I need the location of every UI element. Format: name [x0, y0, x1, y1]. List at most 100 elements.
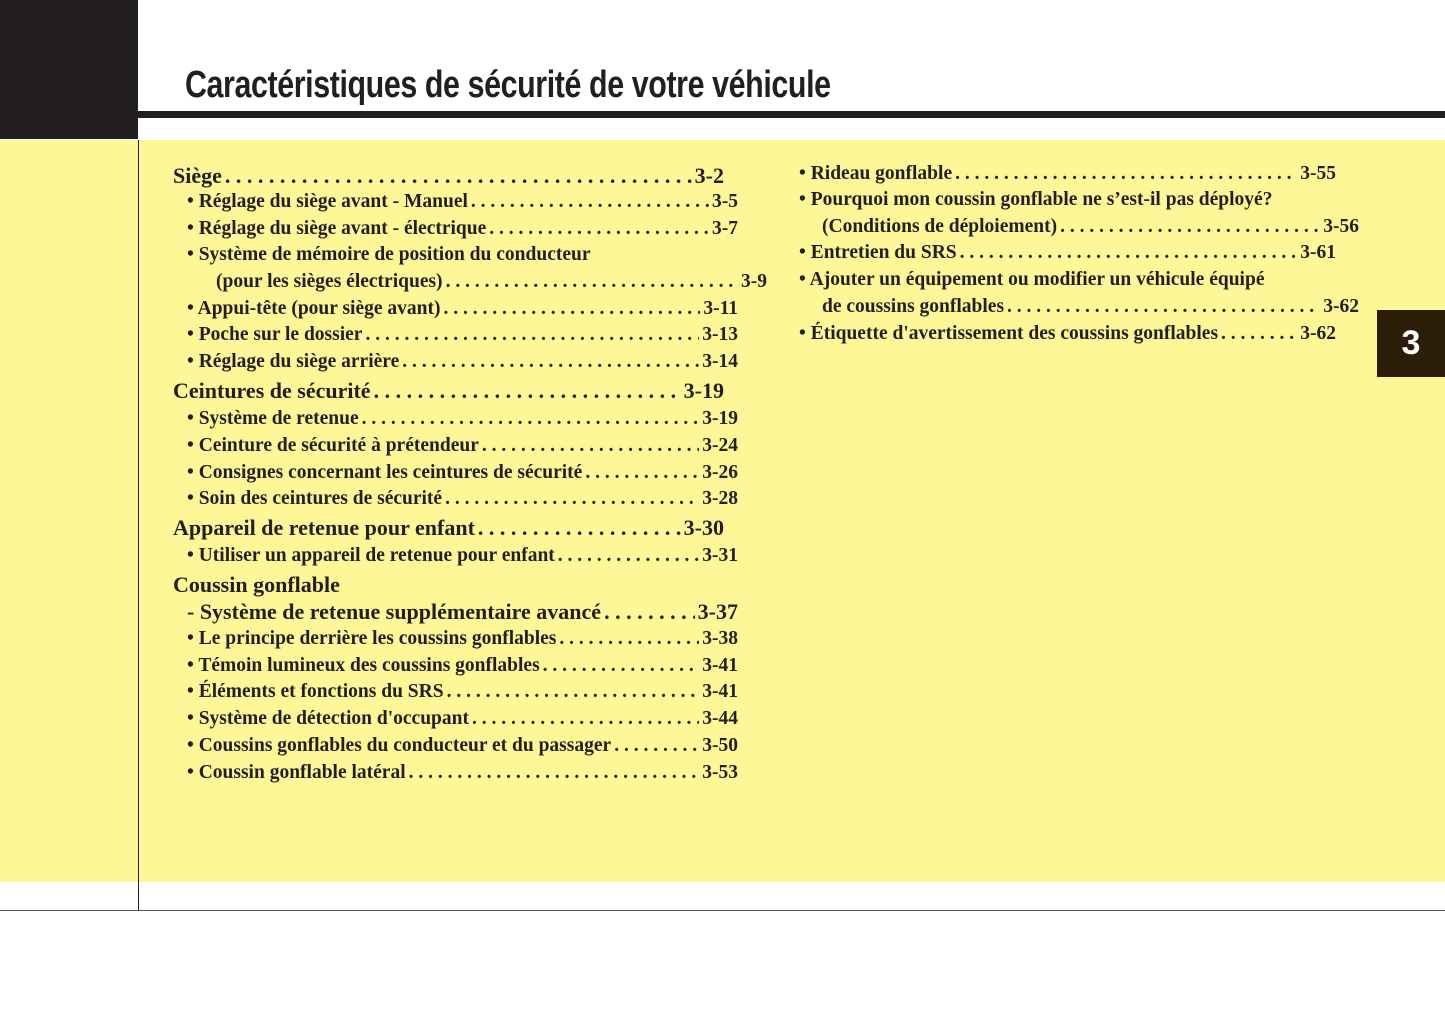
toc-entry[interactable]: • Éléments et fonctions du SRS 3-41 [173, 681, 738, 707]
toc-entry[interactable]: • Étiquette d'avertissement des coussins… [799, 323, 1336, 349]
toc-entry-page: 3-44 [702, 708, 738, 729]
dot-leader [489, 218, 709, 240]
dot-leader [374, 378, 681, 404]
toc-entry[interactable]: • Utiliser un appareil de retenue pour e… [173, 545, 738, 571]
dot-leader [543, 655, 700, 677]
toc-entry-page: 3-37 [697, 599, 738, 624]
toc-entry[interactable]: • Système de retenue 3-19 [173, 408, 738, 434]
toc-entry-page: 3-53 [702, 762, 738, 783]
dot-leader [365, 324, 699, 346]
toc-entry[interactable]: • Soin des ceintures de sécurité 3-28 [173, 488, 738, 514]
toc-entry-page: 3-31 [702, 545, 738, 566]
page-title: Caractéristiques de sécurité de votre vé… [185, 64, 831, 106]
toc-entry-label: Appareil de retenue pour enfant [173, 515, 475, 540]
dot-leader [1060, 216, 1320, 238]
chapter-header-block [0, 0, 138, 139]
footer-divider [0, 910, 1445, 911]
toc-entry-label: • Appui-tête (pour siège avant) [187, 298, 441, 319]
chapter-tab[interactable]: 3 [1377, 310, 1445, 377]
toc-entry-label: • Ajouter un équipement ou modifier un v… [799, 269, 1265, 290]
toc-entry[interactable]: Appareil de retenue pour enfant 3-30 [173, 515, 724, 541]
toc-entry[interactable]: • Système de détection d'occupant 3-44 [173, 708, 738, 734]
toc-entry-page: 3-11 [703, 298, 738, 319]
toc-entry-page: 3-24 [702, 435, 738, 456]
toc-entry[interactable]: • Réglage du siège avant - Manuel 3-5 [173, 191, 738, 217]
toc-entry[interactable]: Ceintures de sécurité 3-19 [173, 378, 724, 404]
toc-entry-label: • Système de détection d'occupant [187, 708, 469, 729]
margin-divider [138, 140, 139, 910]
toc-entry-page: 3-14 [702, 351, 738, 372]
toc-entry[interactable]: • Pourquoi mon coussin gonflable ne s’es… [799, 189, 1336, 215]
dot-leader [558, 545, 699, 567]
toc-entry[interactable]: (pour les sièges électriques) 3-9 [173, 271, 767, 297]
toc-entry[interactable]: • Coussins gonflables du conducteur et d… [173, 735, 738, 761]
toc-entry-page: 3-38 [702, 628, 738, 649]
toc-entry-label: • Le principe derrière les coussins gonf… [187, 628, 557, 649]
toc-entry-label: - Système de retenue supplémentaire avan… [187, 599, 602, 624]
title-rule [138, 111, 1445, 118]
toc-entry-page: 3-62 [1300, 323, 1336, 344]
toc-entry-page: 3-26 [702, 462, 738, 483]
toc-entry[interactable]: • Poche sur le dossier 3-13 [173, 324, 738, 350]
toc-entry-page: 3-62 [1323, 296, 1359, 317]
toc-entry-page: 3-61 [1300, 242, 1336, 263]
toc-entry-label: • Système de mémoire de position du cond… [187, 244, 591, 265]
dot-leader [409, 762, 700, 784]
toc-entry[interactable]: • Réglage du siège arrière 3-14 [173, 351, 738, 377]
toc-entry-label: • Éléments et fonctions du SRS [187, 681, 444, 702]
dot-leader [960, 242, 1298, 264]
dot-leader [482, 435, 699, 457]
toc-entry[interactable]: • Réglage du siège avant - électrique 3-7 [173, 218, 738, 244]
toc-entry-page: 3-56 [1323, 216, 1359, 237]
dot-leader [955, 163, 1297, 185]
toc-entry-label: (pour les sièges électriques) [216, 271, 443, 292]
toc-entry-label: • Coussin gonflable latéral [187, 762, 406, 783]
toc-entry-page: 3-2 [694, 163, 724, 188]
toc-entry[interactable]: • Ajouter un équipement ou modifier un v… [799, 269, 1336, 295]
toc-entry[interactable]: • Coussin gonflable latéral 3-53 [173, 762, 738, 788]
dot-leader [1007, 296, 1320, 318]
dot-leader [478, 515, 681, 541]
toc-entry-label: Coussin gonflable [173, 572, 340, 597]
dot-leader [362, 408, 700, 430]
toc-entry[interactable]: Coussin gonflable [173, 572, 724, 598]
dot-leader [472, 708, 699, 730]
toc-entry-page: 3-30 [683, 515, 724, 540]
toc-entry-page: 3-9 [741, 271, 767, 292]
dot-leader [445, 488, 699, 510]
toc-entry[interactable]: • Appui-tête (pour siège avant) 3-11 [173, 298, 738, 324]
toc-entry[interactable]: - Système de retenue supplémentaire avan… [173, 599, 738, 625]
toc-entry-page: 3-7 [712, 218, 738, 239]
toc-entry-label: • Témoin lumineux des coussins gonflable… [187, 655, 540, 676]
dot-leader [446, 271, 738, 293]
toc-entry-label: • Coussins gonflables du conducteur et d… [187, 735, 612, 756]
toc-entry[interactable]: • Ceinture de sécurité à prétendeur 3-24 [173, 435, 738, 461]
toc-entry-label: • Utiliser un appareil de retenue pour e… [187, 545, 555, 566]
toc-entry[interactable]: • Entretien du SRS 3-61 [799, 242, 1336, 268]
toc-entry-label: • Ceinture de sécurité à prétendeur [187, 435, 479, 456]
toc-entry-page: 3-13 [702, 324, 738, 345]
toc-entry-page: 3-41 [702, 655, 738, 676]
toc-entry[interactable]: • Rideau gonflable 3-55 [799, 163, 1336, 189]
dot-leader [614, 735, 699, 757]
toc-entry-label: • Rideau gonflable [799, 163, 953, 184]
toc-entry[interactable]: • Témoin lumineux des coussins gonflable… [173, 655, 738, 681]
toc-entry-page: 3-19 [702, 408, 738, 429]
toc-entry-label: Siège [173, 163, 222, 188]
toc-entry[interactable]: (Conditions de déploiement) 3-56 [799, 216, 1359, 242]
toc-entry-page: 3-50 [702, 735, 738, 756]
toc-entry-label: • Consignes concernant les ceintures de … [187, 462, 583, 483]
toc-entry-label: • Pourquoi mon coussin gonflable ne s’es… [799, 189, 1273, 210]
toc-entry[interactable]: Siège 3-2 [173, 163, 724, 189]
toc-entry[interactable]: • Consignes concernant les ceintures de … [173, 462, 738, 488]
toc-entry[interactable]: • Le principe derrière les coussins gonf… [173, 628, 738, 654]
toc-entry[interactable]: de coussins gonflables 3-62 [799, 296, 1359, 322]
toc-entry-label: • Entretien du SRS [799, 242, 957, 263]
toc-entry[interactable]: • Système de mémoire de position du cond… [173, 244, 738, 270]
toc-entry-label: • Étiquette d'avertissement des coussins… [799, 323, 1219, 344]
toc-entry-page: 3-28 [702, 488, 738, 509]
dot-leader [1221, 323, 1297, 345]
dot-leader [559, 628, 699, 650]
toc-entry-label: • Système de retenue [187, 408, 359, 429]
dot-leader [447, 681, 700, 703]
